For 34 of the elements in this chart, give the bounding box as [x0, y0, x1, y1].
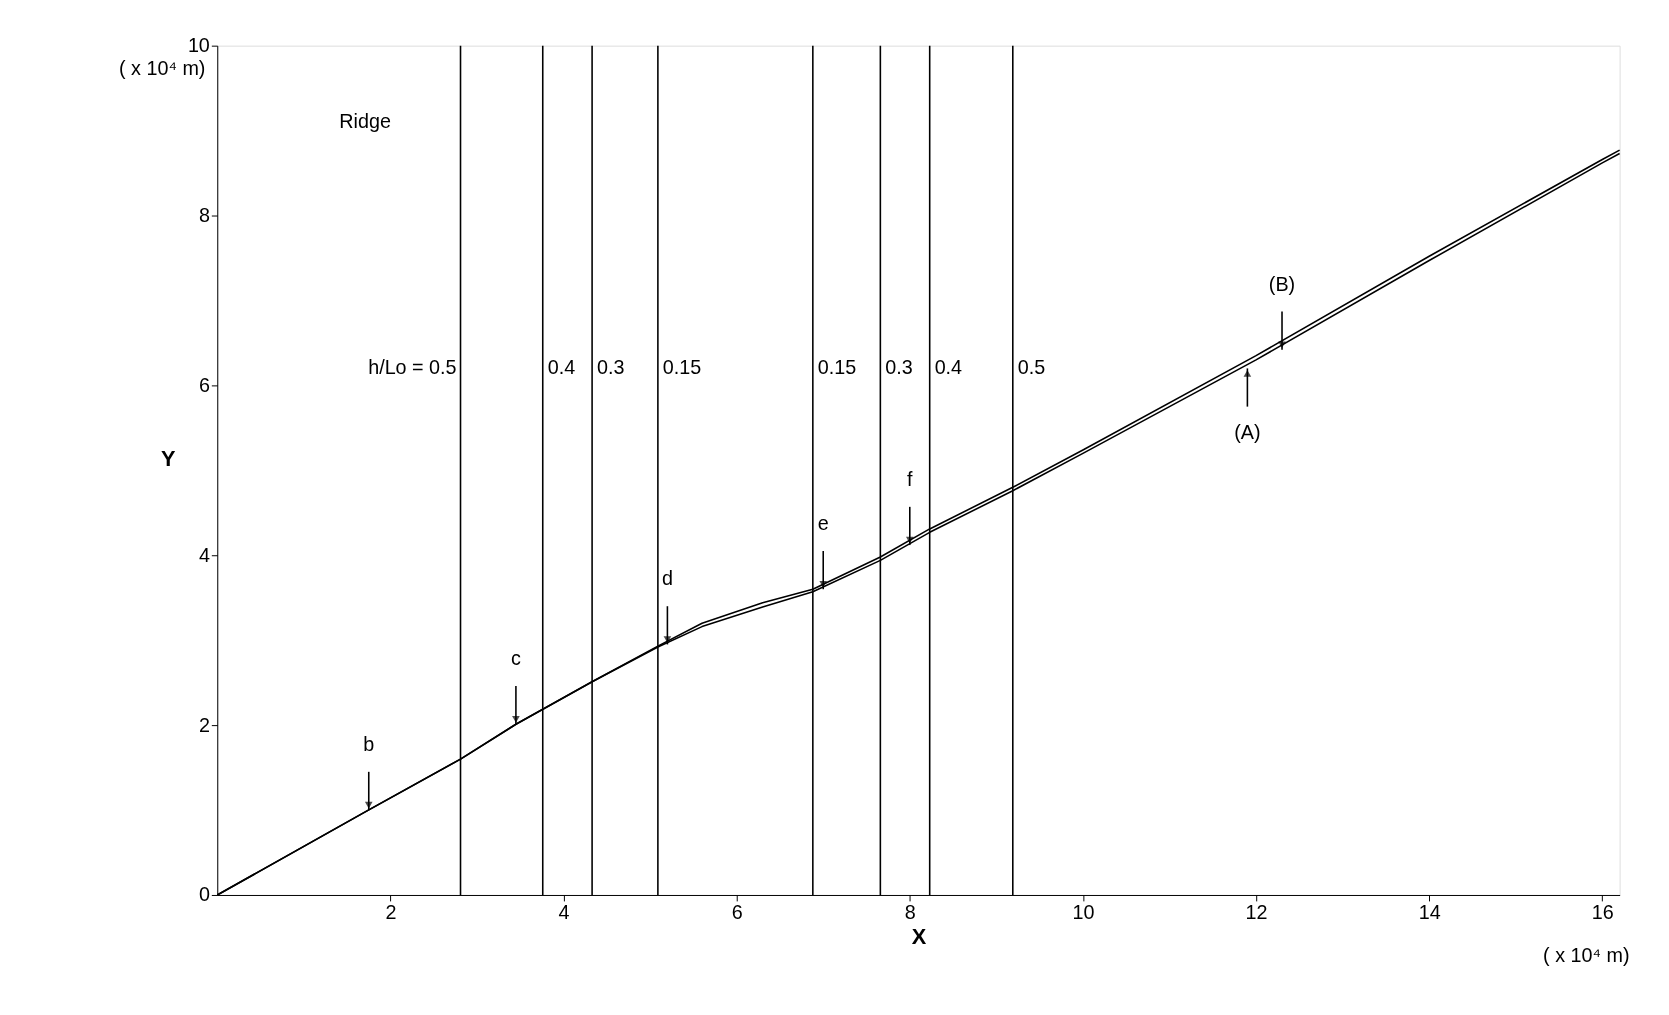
annotation: h/Lo = 0.5 — [368, 356, 457, 379]
x-axis-title: X — [911, 923, 927, 949]
y-tick-label: 4 — [198, 543, 210, 566]
annotation: 0.4 — [547, 356, 576, 379]
annotation: 0.3 — [885, 356, 913, 379]
text: ( x 10⁴ m) — [119, 57, 206, 80]
y-tick-label: 2 — [198, 713, 210, 736]
y-tick-label: 8 — [198, 203, 210, 226]
x-tick-label: 4 — [558, 901, 570, 924]
x-tick-label: 2 — [385, 901, 397, 924]
x-tick-label: 14 — [1418, 901, 1441, 924]
annotation: (B) — [1268, 272, 1296, 295]
x-tick-label: 10 — [1072, 901, 1095, 924]
annotation: 0.5 — [1017, 356, 1046, 379]
annotation: b — [363, 732, 375, 755]
annotation: 0.15 — [817, 356, 857, 379]
annotation: (A) — [1234, 421, 1261, 444]
annotation: Ridge — [339, 110, 391, 133]
annotation: f — [907, 467, 914, 490]
annotation: c — [510, 647, 521, 670]
text: ( x 10⁴ m) — [1543, 944, 1630, 967]
x-tick-label: 6 — [731, 901, 743, 924]
y-tick-label: 0 — [198, 883, 210, 906]
annotation: 0.3 — [597, 356, 625, 379]
annotation: d — [661, 567, 673, 590]
y-tick-label: 10 — [187, 34, 210, 57]
annotation: 0.4 — [934, 356, 963, 379]
y-axis-title: Y — [160, 445, 176, 471]
x-tick-label: 8 — [904, 901, 916, 924]
annotation: 0.15 — [662, 356, 702, 379]
annotation: e — [817, 512, 829, 535]
x-tick-label: 16 — [1591, 901, 1614, 924]
x-tick-label: 12 — [1245, 901, 1268, 924]
y-tick-label: 6 — [198, 373, 210, 396]
